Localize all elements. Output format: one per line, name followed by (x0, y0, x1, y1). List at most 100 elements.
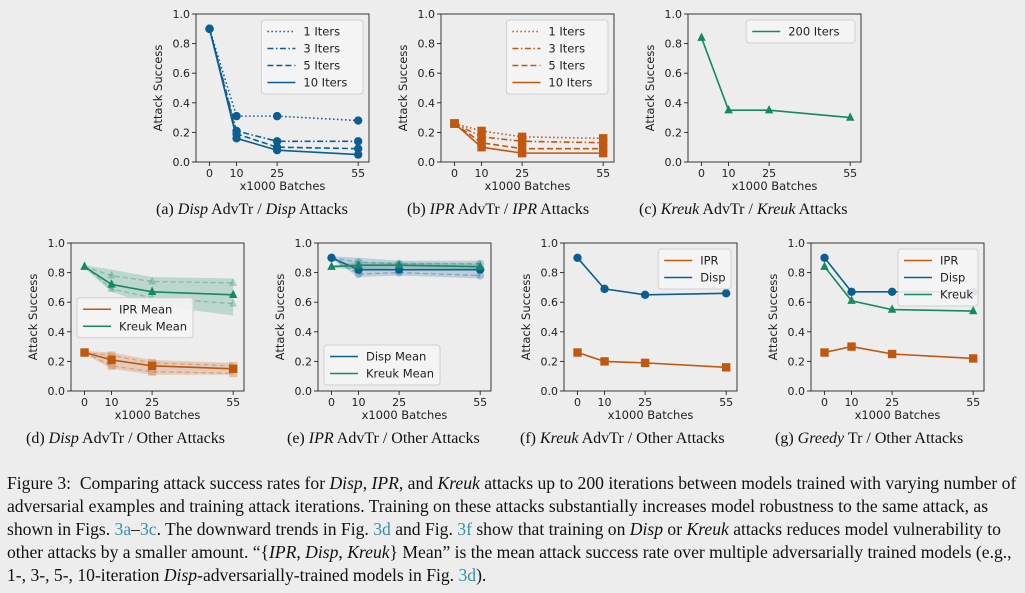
data-point (887, 349, 897, 359)
data-point (228, 364, 238, 373)
data-point (517, 132, 527, 142)
x-tick-label: 0 (328, 396, 335, 409)
data-point (573, 348, 582, 357)
y-tick-label: 0.6 (665, 67, 683, 80)
legend: IPR Mean Kreuk Mean (76, 297, 194, 339)
data-point (147, 286, 157, 296)
series-line (700, 37, 851, 119)
data-point (847, 342, 856, 351)
x-axis-label: x1000 Batches (608, 408, 694, 422)
x-tick-label: 55 (719, 396, 733, 409)
y-tick-label: 0.6 (788, 296, 806, 309)
legend-label: 3 Iters (548, 42, 585, 56)
data-point (820, 261, 829, 270)
y-tick-label: 0.2 (665, 126, 683, 139)
data-point (847, 295, 856, 304)
data-point (887, 304, 897, 313)
member-line (84, 266, 234, 284)
data-point (232, 134, 241, 143)
legend-label: Kreuk Mean (119, 319, 187, 333)
x-tick-label: 55 (596, 167, 610, 180)
y-axis-label: Attack Success (643, 45, 657, 132)
data-point (147, 361, 157, 371)
chart-g: 0.0 0.2 0.4 0.6 0.8 1.0 0 10 25 55 x1000 Batches At… (766, 237, 985, 422)
x-tick-label: 55 (351, 167, 365, 180)
series-line (823, 266, 974, 312)
legend-label: Disp Mean (366, 350, 426, 364)
data-point (721, 363, 731, 372)
series-line (454, 122, 604, 144)
data-point (847, 287, 856, 297)
member-marker (229, 298, 238, 307)
data-point (887, 287, 897, 297)
data-point (721, 289, 731, 298)
y-tick-label: 0.8 (665, 38, 683, 51)
data-point (232, 111, 241, 121)
y-tick-label: 0.8 (541, 267, 559, 280)
y-tick-label: 0.6 (173, 67, 191, 80)
subcaption-c: (c) Kreuk AdvTr / Kreuk Attacks (639, 201, 848, 218)
x-tick-label: 10 (105, 396, 119, 409)
x-tick-label: 25 (145, 396, 159, 409)
data-point (573, 253, 582, 262)
legend: 1 Iters 3 Iters 5 Iters 10 Iters (260, 19, 364, 95)
data-point (394, 260, 404, 269)
data-point (353, 150, 363, 159)
y-tick-label: 0.4 (541, 326, 559, 339)
data-point (640, 290, 650, 299)
data-point (353, 116, 363, 125)
legend-box (323, 344, 441, 386)
x-tick-label: 25 (515, 167, 529, 180)
data-point (820, 348, 829, 357)
member-marker (107, 270, 116, 279)
y-tick-label: 0.2 (541, 355, 559, 368)
x-tick-label: 0 (451, 167, 458, 180)
x-axis-label: x1000 Batches (485, 179, 571, 193)
data-point (327, 261, 336, 270)
legend-label: Kreuk Mean (366, 367, 434, 381)
legend-label: IPR (700, 254, 718, 268)
data-point (107, 279, 116, 288)
plot-frame (317, 242, 492, 392)
subcaption-e: (e) IPR AdvTr / Other Attacks (287, 430, 480, 447)
subcaption-b: (b) IPR AdvTr / IPR Attacks (407, 201, 590, 218)
data-point (968, 305, 978, 315)
series-ipr (820, 342, 978, 363)
x-tick-label: 25 (885, 396, 899, 409)
series-line (208, 28, 359, 122)
member-marker (476, 271, 485, 280)
x-axis-label: x1000 Batches (115, 408, 201, 422)
subcaption-a: (a) Disp AdvTr / Disp Attacks (156, 201, 348, 218)
y-tick-label: 0.2 (788, 355, 806, 368)
subcaption-d: (d) Disp AdvTr / Other Attacks (26, 430, 225, 447)
y-axis-label: Attack Success (273, 274, 287, 361)
legend: IPR Disp (657, 248, 732, 290)
legend-label: 10 Iters (303, 76, 347, 90)
data-point (477, 138, 486, 147)
data-point (205, 24, 214, 33)
y-tick-label: 0.4 (418, 97, 436, 110)
y-tick-label: 0.8 (418, 38, 436, 51)
y-axis-label: Attack Success (396, 45, 410, 132)
legend: 200 Iters (745, 19, 856, 44)
member-marker (148, 276, 157, 285)
x-tick-label: 10 (230, 167, 244, 180)
series-5-iters (450, 119, 608, 153)
y-tick-label: 1.0 (788, 237, 806, 250)
data-point (107, 355, 116, 365)
x-tick-label: 55 (843, 167, 857, 180)
data-point (968, 354, 978, 363)
data-point (640, 358, 650, 368)
series-ipr (573, 348, 731, 372)
y-tick-label: 1.0 (173, 8, 191, 21)
legend-box (657, 248, 732, 290)
data-point (600, 357, 609, 366)
chart-c: 0.0 0.2 0.4 0.6 0.8 1.0 0 10 25 55 x1000 Batches At… (643, 8, 862, 193)
data-point (764, 105, 774, 114)
plot-frame (70, 242, 245, 392)
series-kreuk-mean (327, 260, 485, 270)
y-tick-label: 1.0 (541, 237, 559, 250)
y-tick-label: 0.8 (173, 38, 191, 51)
x-tick-label: 55 (473, 396, 487, 409)
